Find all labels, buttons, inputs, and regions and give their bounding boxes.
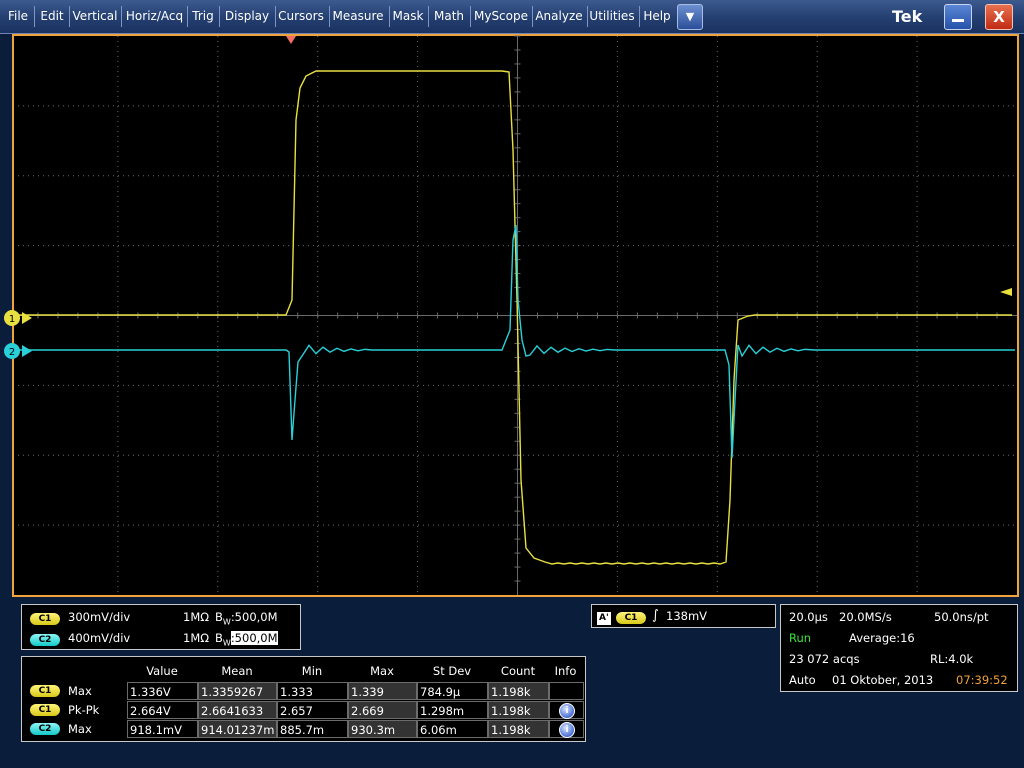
table-row[interactable]: C2 Max 918.1mV 914.01237m 885.7m 930.3m … (22, 720, 585, 739)
acquisition-count: 23 072 acqs (789, 652, 860, 666)
cell-max: 930.3m (348, 720, 417, 738)
table-row[interactable]: C1 Pk-Pk 2.664V 2.6641633 2.657 2.669 1.… (22, 701, 585, 720)
cell-stdev: 784.9µ (417, 682, 488, 700)
minimize-button[interactable] (944, 4, 972, 30)
header-stdev: St Dev (432, 664, 472, 678)
date: 01 Oktober, 2013 (832, 673, 934, 687)
rising-edge-icon: ∫ (652, 608, 659, 623)
cell-info: i (549, 701, 584, 719)
trigger-mode-badge: A' (597, 612, 611, 625)
minimize-icon (952, 19, 964, 22)
menu-cursors[interactable]: Cursors (278, 9, 324, 23)
info-icon[interactable]: i (559, 722, 575, 738)
cell-stdev: 6.06m (417, 720, 488, 738)
cell-min: 1.333 (277, 682, 348, 700)
cell-info: i (549, 720, 584, 738)
info-icon[interactable]: i (559, 703, 575, 719)
header-max: Max (370, 664, 394, 678)
sample-rate: 20.0MS/s (839, 610, 892, 624)
cell-max: 1.339 (348, 682, 417, 700)
header-value: Value (146, 664, 178, 678)
cell-value: 1.336V (127, 682, 198, 700)
ch2-ground-marker: 2 (4, 343, 32, 359)
header-mean: Mean (221, 664, 253, 678)
svg-text:1: 1 (9, 314, 15, 325)
acquisition-panel[interactable]: 20.0µs 20.0MS/s 50.0ns/pt Run Average:16… (780, 604, 1018, 692)
menu-mask[interactable]: Mask (392, 9, 424, 23)
chevron-down-icon: ▼ (685, 10, 695, 23)
cell-stdev: 1.298m (417, 701, 488, 719)
menu-display[interactable]: Display (224, 9, 270, 23)
menu-edit[interactable]: Edit (40, 9, 64, 23)
time: 07:39:52 (956, 673, 1008, 687)
cell-count: 1.198k (488, 682, 549, 700)
resolution: 50.0ns/pt (934, 610, 989, 624)
cell-count: 1.198k (488, 720, 549, 738)
run-state[interactable]: Run (789, 631, 812, 645)
close-button[interactable]: X (985, 4, 1013, 30)
row-channel-badge: C1 (30, 685, 60, 697)
header-count: Count (500, 664, 536, 678)
cell-max: 2.669 (348, 701, 417, 719)
menu-utilities[interactable]: Utilities (589, 9, 635, 23)
ch1-ground-marker: 1 (4, 310, 32, 326)
row-measure-name: Max (68, 722, 92, 736)
cell-mean: 914.01237m (198, 720, 277, 738)
trigger-source-badge: C1 (616, 611, 646, 624)
trigger-mode[interactable]: Auto (789, 673, 816, 687)
header-min: Min (301, 664, 323, 678)
header-info: Info (554, 664, 577, 678)
row-measure-name: Pk-Pk (68, 703, 100, 717)
record-length: RL:4.0k (930, 652, 974, 666)
ch1-waveform (18, 70, 1012, 565)
menu-help[interactable]: Help (643, 9, 671, 23)
menu-myscope[interactable]: MyScope (473, 9, 528, 23)
measurement-table[interactable]: Value Mean Min Max St Dev Count Info C1 … (21, 656, 586, 742)
ch2-badge[interactable]: C2 (30, 633, 60, 646)
menu-dropdown-button[interactable]: ▼ (677, 4, 703, 30)
table-row[interactable]: C1 Max 1.336V 1.3359267 1.333 1.339 784.… (22, 682, 585, 701)
menu-measure[interactable]: Measure (332, 9, 384, 23)
channel-settings-panel[interactable]: C1 300mV/div 1MΩ BW:500,0M C2 400mV/div … (21, 604, 301, 650)
row-measure-name: Max (68, 684, 92, 698)
cell-info (549, 682, 584, 700)
ch1-impedance: 1MΩ (183, 610, 210, 624)
cell-min: 2.657 (277, 701, 348, 719)
ch2-scale[interactable]: 400mV/div (68, 631, 131, 645)
brand-logo: Tek (892, 7, 923, 26)
menu-bar: File Edit Vertical Horiz/Acq Trig Displa… (0, 0, 1024, 34)
close-icon: X (993, 8, 1005, 26)
cell-min: 885.7m (277, 720, 348, 738)
row-channel-badge: C2 (30, 723, 60, 735)
ch2-impedance: 1MΩ (183, 631, 210, 645)
menu-vertical[interactable]: Vertical (72, 9, 118, 23)
trigger-position-marker (286, 36, 296, 44)
menu-math[interactable]: Math (433, 9, 465, 23)
menu-analyze[interactable]: Analyze (535, 9, 583, 23)
menu-file[interactable]: File (7, 9, 29, 23)
menu-horiz-acq[interactable]: Horiz/Acq (125, 9, 184, 23)
menu-trig[interactable]: Trig (192, 9, 214, 23)
ch2-bandwidth[interactable]: BW:500,0M (215, 631, 278, 648)
svg-text:2: 2 (9, 347, 15, 358)
trigger-level-marker (1000, 288, 1012, 296)
cell-value: 2.664V (127, 701, 198, 719)
ch1-scale[interactable]: 300mV/div (68, 610, 131, 624)
cell-value: 918.1mV (127, 720, 198, 738)
cell-mean: 1.3359267 (198, 682, 277, 700)
ch2-waveform (18, 224, 1015, 459)
trigger-panel[interactable]: A' C1 ∫ 138mV (591, 604, 776, 628)
trigger-level[interactable]: 138mV (666, 609, 708, 623)
time-per-div[interactable]: 20.0µs (789, 610, 828, 624)
cell-mean: 2.6641633 (198, 701, 277, 719)
ch1-bandwidth[interactable]: BW:500,0M (215, 610, 278, 627)
row-channel-badge: C1 (30, 704, 60, 716)
ch1-badge[interactable]: C1 (30, 612, 60, 625)
average-count: Average:16 (849, 631, 915, 645)
cell-count: 1.198k (488, 701, 549, 719)
waveform-canvas: 1 2 (4, 35, 1017, 595)
